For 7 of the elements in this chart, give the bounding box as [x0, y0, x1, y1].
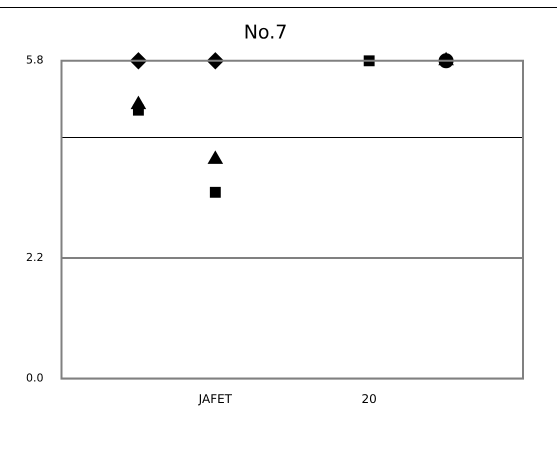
y-tick-label: 2.2 [26, 250, 44, 264]
x-tick-label: 20 [362, 392, 377, 406]
y-tick-label: 0.0 [26, 371, 44, 384]
chart-title: No.7 [244, 21, 288, 44]
point [210, 186, 221, 198]
y-tick-label: 5.8 [26, 54, 44, 67]
x-tick-label: JAFET [198, 392, 233, 406]
